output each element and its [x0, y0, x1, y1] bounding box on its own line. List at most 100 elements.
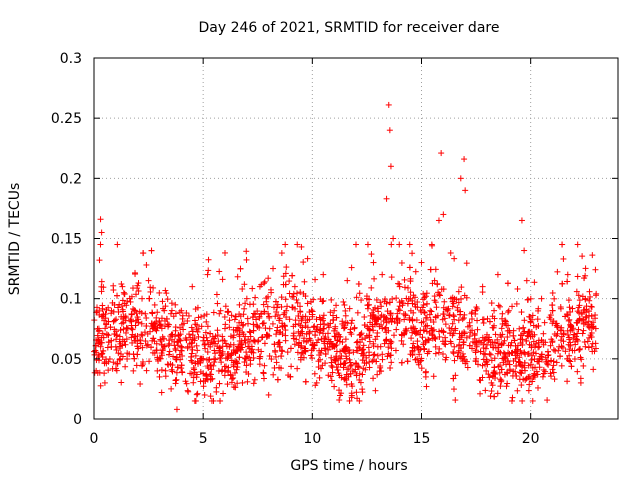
data-point: [154, 354, 161, 361]
data-point: [128, 311, 135, 318]
data-point: [573, 336, 580, 343]
data-point: [188, 324, 195, 331]
data-point: [477, 390, 484, 397]
data-point: [412, 268, 419, 275]
data-point: [527, 313, 534, 320]
data-point: [520, 330, 527, 337]
data-point: [567, 322, 574, 329]
data-point: [296, 303, 303, 310]
data-point: [250, 380, 257, 387]
data-point: [455, 317, 462, 324]
data-point: [538, 356, 545, 363]
data-point: [589, 340, 596, 347]
data-point: [162, 367, 169, 374]
data-point: [298, 350, 305, 357]
data-point: [320, 312, 327, 319]
data-point: [573, 288, 580, 295]
data-point: [377, 299, 384, 306]
data-point: [216, 349, 223, 356]
data-point: [134, 282, 141, 289]
data-point: [228, 375, 235, 382]
data-point: [221, 372, 228, 379]
data-point: [573, 319, 580, 326]
data-point: [105, 318, 112, 325]
data-point: [297, 308, 304, 315]
data-point: [214, 300, 221, 307]
data-point: [482, 335, 489, 342]
data-point: [401, 284, 408, 291]
data-point: [548, 373, 555, 380]
data-point: [412, 303, 419, 310]
data-point: [290, 290, 297, 297]
data-point: [148, 247, 155, 254]
data-point: [449, 298, 456, 305]
data-point: [414, 343, 421, 350]
data-point: [164, 321, 171, 328]
data-point: [502, 318, 509, 325]
data-point: [467, 329, 474, 336]
data-point: [535, 322, 542, 329]
data-point: [583, 313, 590, 320]
data-point: [234, 273, 241, 280]
data-point: [163, 315, 170, 322]
data-point: [549, 307, 556, 314]
data-point: [250, 354, 257, 361]
data-point: [192, 306, 199, 313]
data-point: [183, 380, 190, 387]
data-point: [183, 310, 190, 317]
data-point: [541, 319, 548, 326]
data-point: [370, 340, 377, 347]
data-point: [525, 350, 532, 357]
data-point: [513, 300, 520, 307]
data-point: [166, 348, 173, 355]
data-point: [191, 366, 198, 373]
data-point: [360, 365, 367, 372]
data-point: [551, 376, 558, 383]
data-point: [311, 370, 318, 377]
data-point: [521, 247, 528, 254]
data-point: [579, 311, 586, 318]
data-point: [472, 339, 479, 346]
data-point: [568, 363, 575, 370]
data-point: [514, 387, 521, 394]
data-point: [175, 331, 182, 338]
data-point: [313, 316, 320, 323]
data-point: [479, 283, 486, 290]
data-point: [458, 284, 465, 291]
data-point: [329, 369, 336, 376]
data-point: [353, 389, 360, 396]
data-point: [116, 301, 123, 308]
data-point: [157, 322, 164, 329]
data-point: [525, 362, 532, 369]
data-point: [205, 256, 212, 263]
data-point: [260, 301, 267, 308]
data-point: [255, 346, 262, 353]
data-point: [510, 332, 517, 339]
data-point: [486, 374, 493, 381]
data-point: [538, 351, 545, 358]
data-point: [488, 300, 495, 307]
data-point: [342, 312, 349, 319]
data-point: [325, 336, 332, 343]
data-point: [536, 364, 543, 371]
data-point: [589, 252, 596, 259]
data-point: [418, 365, 425, 372]
data-point: [285, 372, 292, 379]
data-point: [167, 360, 174, 367]
data-point: [566, 304, 573, 311]
data-point: [295, 328, 302, 335]
data-point: [576, 346, 583, 353]
data-point: [123, 302, 130, 309]
data-point: [219, 343, 226, 350]
data-point: [339, 339, 346, 346]
data-point: [294, 299, 301, 306]
data-point: [250, 301, 257, 308]
data-point: [111, 317, 118, 324]
data-point: [243, 295, 250, 302]
data-point: [154, 309, 161, 316]
data-point: [505, 307, 512, 314]
data-point: [286, 316, 293, 323]
data-point: [259, 320, 266, 327]
data-point: [134, 343, 141, 350]
